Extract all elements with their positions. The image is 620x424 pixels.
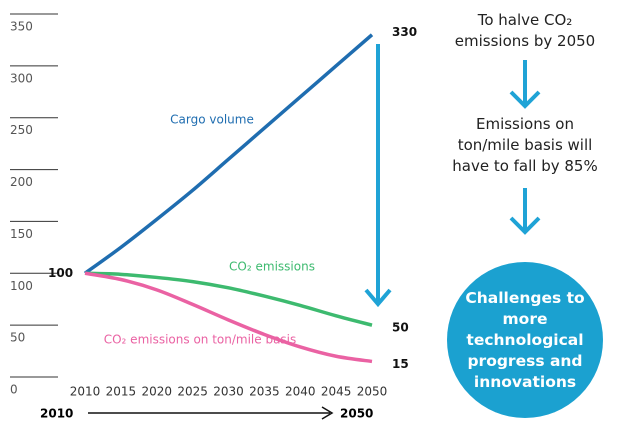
period-end: 2050 <box>340 407 373 421</box>
step-1: To halve CO₂ emissions by 2050 <box>454 11 596 50</box>
y-tick-label: 350 <box>10 20 33 34</box>
series-line <box>84 271 373 327</box>
x-tick-label: 2035 <box>249 385 280 399</box>
y-tick-label: 200 <box>10 175 33 189</box>
x-tick-label: 2015 <box>106 385 137 399</box>
end-label: 15 <box>392 357 409 371</box>
y-tick-label: 300 <box>10 71 33 85</box>
x-tick-label: 2010 <box>70 385 101 399</box>
end-label: 330 <box>392 25 417 39</box>
series-label: Cargo volume <box>170 113 254 127</box>
x-tick-label: 2025 <box>177 385 208 399</box>
x-tick-label: 2045 <box>321 385 352 399</box>
step-2: Emissions on ton/mile basis will have to… <box>452 115 598 175</box>
series-line <box>84 271 373 364</box>
series-label: CO₂ emissions <box>229 260 315 274</box>
reduction-arrow-head <box>364 288 392 308</box>
conclusion: Challenges to more technological progres… <box>465 288 585 391</box>
x-tick-label: 2040 <box>285 385 316 399</box>
series-label: CO₂ emissions on ton/mile basis <box>104 333 297 347</box>
conclusion-circle: Challenges to more technological progres… <box>447 262 603 418</box>
period-start: 2010 <box>40 407 73 421</box>
period-arrow-head <box>321 406 334 420</box>
x-tick-label: 2020 <box>141 385 172 399</box>
y-tick-label: 250 <box>10 123 33 137</box>
x-tick-label: 2050 <box>357 385 388 399</box>
end-label: 50 <box>392 321 409 335</box>
y-tick-label: 50 <box>10 331 25 345</box>
y-tick-label: 0 <box>10 383 18 397</box>
start-label: 100 <box>48 266 73 280</box>
series-line <box>83 33 374 275</box>
y-tick-label: 100 <box>10 279 33 293</box>
x-tick-label: 2030 <box>213 385 244 399</box>
y-tick-label: 150 <box>10 227 33 241</box>
